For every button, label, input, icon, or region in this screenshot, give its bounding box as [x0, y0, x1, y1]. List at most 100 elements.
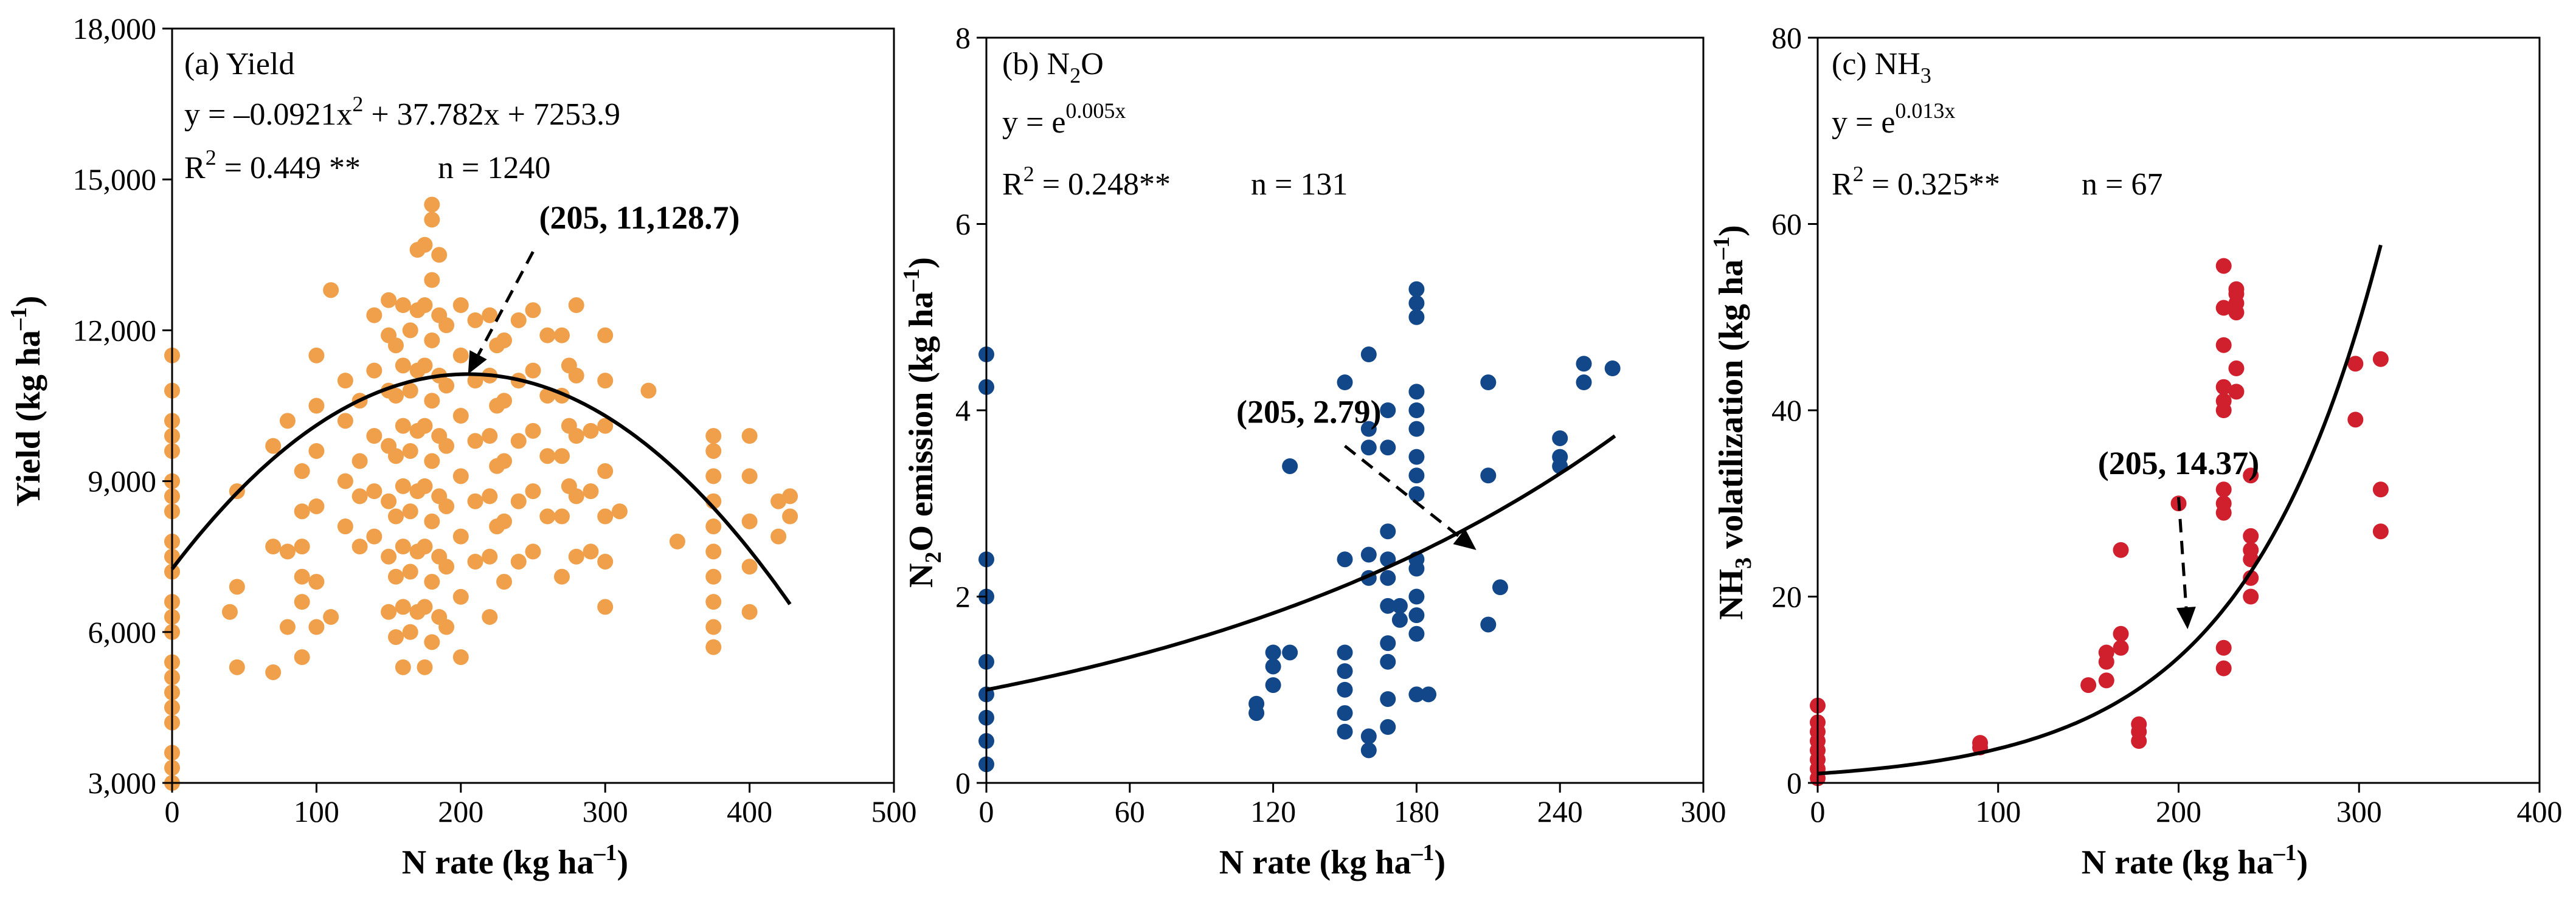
panel-a-y-tick-label: 9,000: [88, 464, 157, 498]
panel-a-point-115: [431, 247, 448, 263]
panel-c-points: [1810, 258, 2389, 787]
panel-a-point-191: [705, 594, 722, 610]
panel-a-point-56: [366, 428, 383, 444]
panel-b-point-59: [1480, 467, 1497, 484]
panel-b-point-32: [1380, 653, 1396, 670]
panel-a-point-92: [417, 659, 433, 675]
panel-a-point-198: [705, 428, 722, 444]
panel-a-point-107: [424, 212, 440, 228]
panel-b-y-label: N2O emission (kg ha–1): [899, 257, 946, 588]
panel-a-point-173: [568, 428, 584, 444]
panel-a-point-158: [525, 302, 541, 319]
panel-a-x-ticks: 0 100 200 300 400 500: [165, 783, 917, 828]
panel-a-x-tick-label: 500: [871, 794, 917, 828]
panel-a-point-134: [482, 608, 498, 625]
panel-a-point-126: [452, 408, 469, 424]
panel-a-fit-curve: [170, 372, 792, 605]
panel-a-point-120: [438, 377, 455, 394]
panel-a-point-80: [402, 563, 418, 580]
panel-b-x-tick-label: 300: [1681, 794, 1726, 828]
panel-a-point-187: [640, 382, 657, 399]
panel-a-point-55: [366, 483, 383, 500]
panel-a-point-108: [424, 196, 440, 213]
panel-a-point-136: [482, 488, 498, 505]
panel-a-point-133: [467, 312, 483, 328]
panel-a-point-157: [525, 362, 541, 379]
panel-a-point-93: [417, 599, 433, 615]
panel-a-point-116: [438, 619, 455, 635]
panel-b-point-20: [1337, 644, 1353, 661]
panel-c-point-13: [2098, 644, 2114, 661]
panel-a-point-78: [395, 297, 411, 314]
panel-a-point-193: [705, 543, 722, 560]
panel-a-x-tick-label: 300: [583, 794, 628, 828]
panel-a-point-38: [308, 619, 325, 635]
panel-c-x-tick-label: 0: [1810, 794, 1826, 828]
panel-b-point-66: [1576, 356, 1592, 372]
panel-a-point-94: [417, 539, 433, 555]
panel-a-point-155: [525, 483, 541, 500]
panel-a-point-130: [467, 493, 483, 509]
panel-a-point-146: [496, 453, 513, 469]
panel-c-point-37: [2228, 281, 2245, 297]
panel-a-point-31: [279, 413, 296, 429]
panel-a-point-23: [229, 659, 245, 675]
panel-a-point-190: [705, 619, 722, 635]
panel-b-point-11: [1265, 677, 1281, 694]
panel-a-point-67: [387, 568, 404, 585]
panel-a-point-151: [510, 433, 527, 449]
panel-c-n: n = 67: [2082, 167, 2162, 202]
panel-b-point-57: [1421, 686, 1437, 703]
panel-a-point-73: [395, 599, 411, 615]
panel-c-point-24: [2215, 495, 2232, 512]
panel-c-point-42: [2243, 528, 2259, 544]
panel-a-point-137: [482, 428, 498, 444]
panel-a-point-178: [583, 422, 599, 439]
panel-a-annotation-label: (205, 11,128.7): [539, 199, 740, 236]
panel-c-equation: y = e0.013x: [1832, 98, 1955, 140]
panel-b-point-28: [1360, 421, 1377, 437]
panel-a-point-135: [482, 548, 498, 565]
panel-c-x-tick-label: 400: [2517, 794, 2563, 828]
panel-c-point-11: [2098, 672, 2114, 689]
panel-b-fit-line: [986, 434, 1616, 692]
panel-a-point-42: [308, 398, 325, 414]
panel-b-y-tick-label: 6: [955, 207, 971, 241]
panel-a-x-label: N rate (kg ha–1): [402, 840, 628, 881]
panel-b-annotation-arrow-head: [1453, 528, 1477, 550]
panel-a-point-81: [402, 503, 418, 520]
panel-c-point-15: [2113, 625, 2129, 642]
panel-b-point-48: [1408, 486, 1425, 502]
panel-c-y-label: NH3 volatilization (kg ha–1): [1709, 225, 1756, 620]
panel-c-x-tick-label: 300: [2336, 794, 2382, 828]
panel-a-point-186: [611, 503, 628, 520]
panel-a-point-49: [337, 373, 353, 389]
panel-a-point-33: [294, 594, 310, 610]
panel-a-point-139: [482, 307, 498, 323]
panel-c-x-tick-label: 100: [1975, 794, 2021, 828]
panel-a-fit-line: [170, 372, 792, 605]
panel-c-point-14: [2113, 639, 2129, 656]
panel-a-point-68: [387, 508, 404, 525]
panel-c-point-43: [2243, 467, 2259, 484]
panel-a-point-121: [438, 317, 455, 334]
panel-c-point-44: [2347, 412, 2364, 428]
panel-a-point-39: [308, 574, 325, 590]
panel-a-point-27: [265, 539, 282, 555]
panel-b-x-ticks: 0 60 120 180 240 300: [979, 783, 1726, 828]
panel-a-title: (a) Yield: [184, 47, 294, 81]
panel-a-point-125: [452, 468, 469, 484]
panel-a-point-24: [229, 579, 245, 595]
panel-b-point-43: [1408, 625, 1425, 642]
panel-c-annotation: (205, 14.37): [2098, 445, 2259, 630]
panel-a-point-50: [351, 539, 368, 555]
panel-a-point-52: [351, 453, 368, 469]
panel-a-point-124: [452, 528, 469, 545]
panel-a-point-203: [741, 428, 758, 444]
panel-a-point-72: [395, 659, 411, 675]
panel-b-point-13: [1265, 644, 1281, 661]
panel-a-point-44: [323, 608, 339, 625]
panel-b-point-55: [1408, 295, 1425, 311]
panel-b-point-53: [1408, 384, 1425, 400]
